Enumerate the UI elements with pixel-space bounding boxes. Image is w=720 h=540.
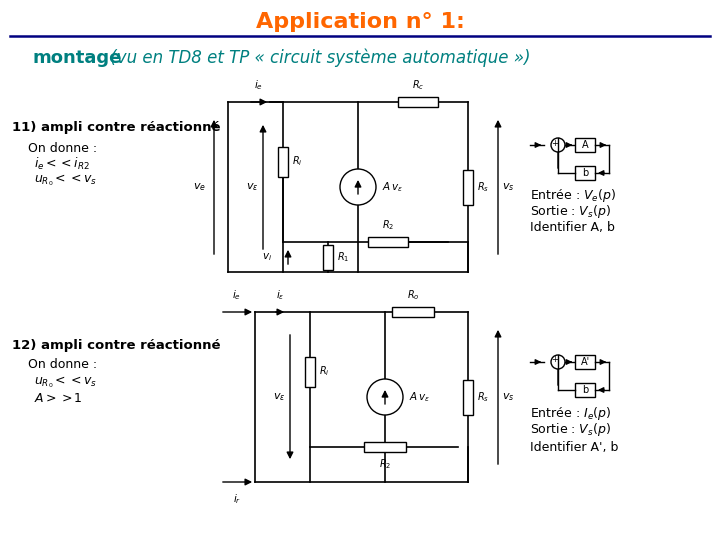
Text: A: A [582, 140, 588, 150]
Bar [364, 442, 406, 452]
Text: $v_s$: $v_s$ [502, 181, 515, 193]
Text: $A\,v_\varepsilon$: $A\,v_\varepsilon$ [409, 390, 430, 404]
Bar [463, 170, 473, 205]
Text: $R_i$: $R_i$ [319, 364, 330, 379]
Text: $A\,v_\varepsilon$: $A\,v_\varepsilon$ [382, 180, 403, 194]
Text: 11) ampli contre réactionné: 11) ampli contre réactionné [12, 122, 220, 134]
Text: b: b [582, 168, 588, 178]
Text: Identifier A, b: Identifier A, b [530, 221, 615, 234]
Text: $R_o$: $R_o$ [407, 288, 419, 302]
Bar [398, 97, 438, 107]
Text: $R_s$: $R_s$ [477, 180, 489, 194]
Text: $R_2$: $R_2$ [379, 457, 391, 471]
Bar [305, 356, 315, 387]
Text: $R_i$: $R_i$ [292, 154, 302, 168]
Bar [392, 307, 434, 317]
Bar [575, 138, 595, 152]
Text: montage: montage [32, 49, 122, 67]
Text: $v_s$: $v_s$ [502, 391, 515, 403]
Bar [463, 380, 473, 415]
Text: +: + [552, 138, 559, 147]
Text: Entrée : $V_e(p)$: Entrée : $V_e(p)$ [530, 186, 616, 204]
Text: 12) ampli contre réactionné: 12) ampli contre réactionné [12, 339, 220, 352]
Text: $A >> 1$: $A >> 1$ [34, 392, 83, 404]
Text: $v_i$: $v_i$ [262, 251, 272, 263]
Text: On donne :: On donne : [28, 359, 97, 372]
Text: $u_{R_0} << v_s$: $u_{R_0} << v_s$ [34, 374, 97, 390]
Text: $R_2$: $R_2$ [382, 218, 394, 232]
Circle shape [551, 355, 565, 369]
Text: $i_r$: $i_r$ [233, 492, 241, 506]
Text: $v_e$: $v_e$ [194, 181, 207, 193]
Bar [368, 237, 408, 247]
Circle shape [367, 379, 403, 415]
Text: $v_\varepsilon$: $v_\varepsilon$ [246, 181, 259, 193]
Text: A': A' [580, 357, 590, 367]
Text: $u_{R_0} << v_s$: $u_{R_0} << v_s$ [34, 172, 97, 188]
Bar [575, 383, 595, 397]
Text: $R_1$: $R_1$ [337, 250, 349, 264]
Text: Sortie : $V_s(p)$: Sortie : $V_s(p)$ [530, 422, 611, 438]
Text: (vu en TD8 et TP « circuit système automatique »): (vu en TD8 et TP « circuit système autom… [105, 49, 531, 68]
Text: Sortie : $V_s(p)$: Sortie : $V_s(p)$ [530, 204, 611, 220]
Text: b: b [582, 385, 588, 395]
Bar [323, 245, 333, 269]
Text: $i_e$: $i_e$ [254, 78, 264, 92]
Circle shape [340, 169, 376, 205]
Bar [575, 355, 595, 369]
Text: Application n° 1:: Application n° 1: [256, 12, 464, 32]
Text: $i_\varepsilon$: $i_\varepsilon$ [276, 288, 284, 302]
Circle shape [551, 138, 565, 152]
Text: Entrée : $I_e(p)$: Entrée : $I_e(p)$ [530, 404, 611, 422]
Text: $R_s$: $R_s$ [477, 390, 489, 404]
Text: $i_e$: $i_e$ [233, 288, 241, 302]
Text: $i_e << i_{R2}$: $i_e << i_{R2}$ [34, 156, 90, 172]
Text: Identifier A', b: Identifier A', b [530, 441, 618, 454]
Text: $v_\varepsilon$: $v_\varepsilon$ [274, 391, 286, 403]
Text: +: + [552, 355, 559, 364]
Bar [575, 166, 595, 180]
Bar [278, 146, 288, 177]
Text: On donne :: On donne : [28, 141, 97, 154]
Text: $R_c$: $R_c$ [412, 78, 424, 92]
